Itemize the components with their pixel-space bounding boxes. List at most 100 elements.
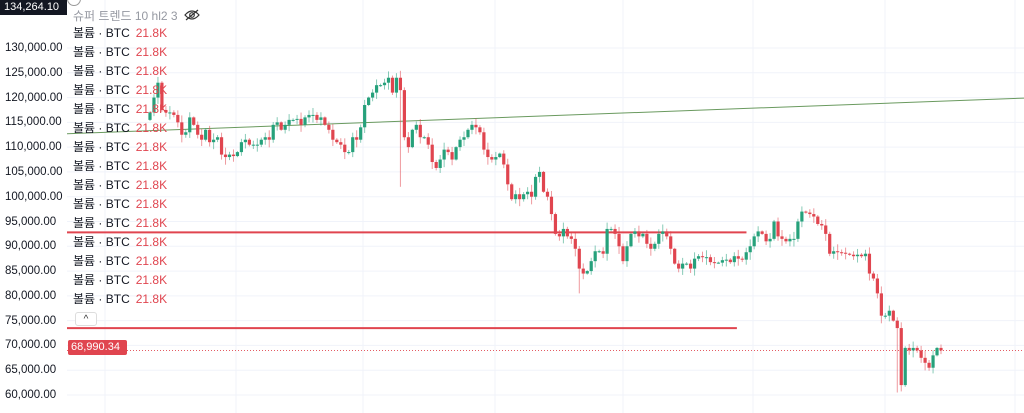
volume-legend-row[interactable]: 볼륨 · BTC 21.8K	[73, 81, 200, 100]
candle-body	[267, 137, 271, 140]
candle-body	[760, 231, 764, 234]
candle-body	[673, 248, 677, 264]
candle-body	[867, 253, 872, 274]
candle-body	[168, 112, 172, 114]
volume-legend-row[interactable]: 볼륨 · BTC 21.8K	[73, 43, 200, 62]
volume-legend-row[interactable]: 볼륨 · BTC 21.8K	[73, 157, 200, 176]
volume-value: 21.8K	[135, 64, 168, 78]
candle-body	[549, 196, 554, 215]
candle-body	[255, 144, 259, 146]
candle-body	[251, 144, 255, 146]
volume-value: 21.8K	[135, 159, 168, 173]
candle-body	[370, 92, 375, 98]
candle-body	[780, 236, 784, 239]
candle-body	[692, 258, 697, 269]
candle-body	[891, 310, 895, 321]
volume-label: 볼륨 · BTC	[73, 102, 130, 116]
volume-legend-row[interactable]: 볼륨 · BTC 21.8K	[73, 233, 200, 252]
candle-body	[776, 221, 780, 237]
candle-body	[669, 236, 673, 249]
candle-body	[454, 147, 458, 160]
candle-body	[800, 211, 804, 222]
volume-value: 21.8K	[135, 121, 168, 135]
candle-body	[561, 228, 565, 237]
candle-body	[919, 350, 923, 358]
candle-body	[351, 137, 355, 153]
candle-body	[609, 228, 613, 230]
candle-body	[593, 251, 597, 262]
candle-body	[927, 362, 931, 368]
volume-legend-row[interactable]: 볼륨 · BTC 21.8K	[73, 24, 200, 43]
candle-body	[367, 97, 371, 106]
candle-body	[720, 260, 724, 263]
candle-body	[601, 251, 605, 254]
candle-body	[275, 122, 279, 125]
collapse-legend-button[interactable]: ^	[75, 312, 97, 326]
candle-body	[231, 154, 236, 157]
candle-body	[768, 238, 772, 242]
candle-body	[828, 233, 832, 254]
candle-body	[494, 157, 498, 160]
candle-body	[728, 259, 732, 263]
volume-legend-row[interactable]: 볼륨 · BTC 21.8K	[73, 62, 200, 81]
candle-body	[617, 233, 621, 247]
candle-body	[911, 347, 915, 351]
candle-body	[541, 171, 546, 192]
candle-body	[490, 157, 494, 160]
candle-body	[836, 251, 840, 253]
candle-body	[661, 231, 665, 234]
candle-body	[347, 152, 351, 154]
supertrend-legend[interactable]: 슈퍼 트렌드 10 hl2 3	[73, 8, 200, 23]
volume-legend-row[interactable]: 볼륨 · BTC 21.8K	[73, 138, 200, 157]
candle-body	[295, 118, 299, 120]
candle-body	[883, 315, 887, 317]
candle-body	[438, 159, 442, 168]
volume-value: 21.8K	[135, 292, 168, 306]
volume-legend-row[interactable]: 볼륨 · BTC 21.8K	[73, 252, 200, 271]
volume-legend-row[interactable]: 볼륨 · BTC 21.8K	[73, 290, 200, 309]
candle-body	[613, 228, 617, 234]
candle-body	[243, 139, 247, 143]
candle-body	[915, 347, 919, 351]
candle-body	[287, 119, 291, 125]
volume-legend-row[interactable]: 볼륨 · BTC 21.8K	[73, 195, 200, 214]
candle-body	[645, 233, 649, 244]
candle-body	[474, 124, 478, 128]
y-tick-label: 105,000.00	[5, 165, 63, 178]
volume-legend-row[interactable]: 볼륨 · BTC 21.8K	[73, 119, 200, 138]
candle-body	[398, 77, 403, 91]
candle-body	[462, 137, 466, 140]
candle-body	[824, 225, 828, 234]
candle-body	[478, 127, 482, 133]
candle-body	[223, 154, 228, 158]
candle-body	[263, 137, 267, 140]
candle-body	[363, 105, 367, 128]
volume-value: 21.8K	[135, 102, 168, 116]
volume-legend-row[interactable]: 볼륨 · BTC 21.8K	[73, 271, 200, 290]
candle-body	[724, 259, 728, 261]
candle-body	[939, 347, 943, 351]
y-tick-label: 65,000.00	[5, 364, 57, 377]
candle-body	[204, 129, 208, 140]
volume-legend-row[interactable]: 볼륨 · BTC 21.8K	[73, 100, 200, 119]
volume-label: 볼륨 · BTC	[73, 254, 130, 268]
volume-label: 볼륨 · BTC	[73, 273, 130, 287]
candle-body	[553, 214, 558, 234]
candle-body	[227, 154, 232, 158]
y-tick-label: 60,000.00	[5, 389, 57, 401]
candle-body	[235, 152, 240, 157]
candle-body	[172, 112, 176, 115]
candle-body	[176, 114, 180, 123]
candle-body	[903, 347, 907, 386]
candle-body	[311, 114, 315, 116]
candle-body	[307, 114, 311, 118]
volume-legend-row[interactable]: 볼륨 · BTC 21.8K	[73, 214, 200, 233]
candle-body	[327, 124, 331, 130]
candle-body	[820, 223, 824, 226]
candle-body	[756, 231, 760, 237]
candle-body	[200, 134, 204, 140]
volume-legend-row[interactable]: 볼륨 · BTC 21.8K	[73, 176, 200, 195]
candle-body	[192, 117, 196, 125]
eye-slash-icon[interactable]	[183, 9, 200, 21]
